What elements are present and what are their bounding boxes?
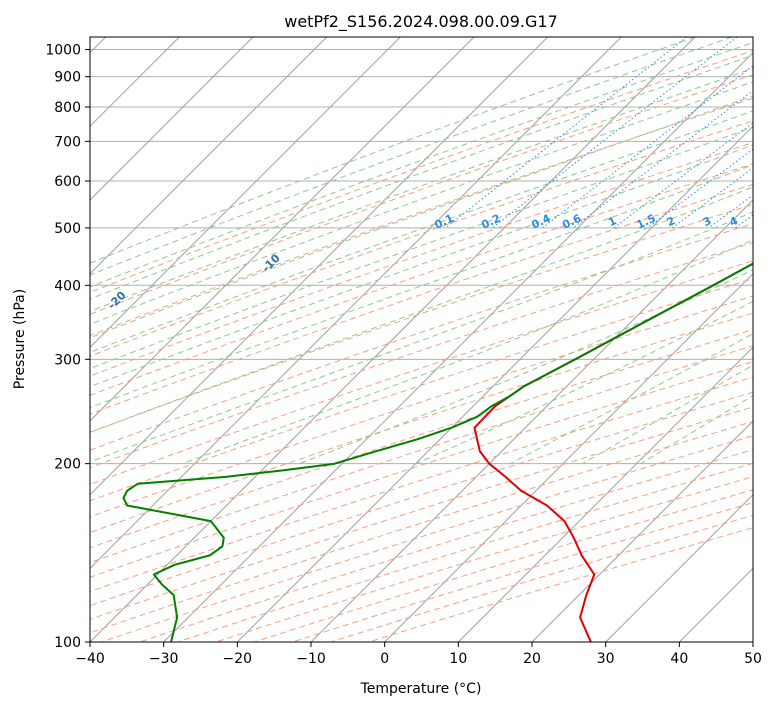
dry-adiabat-line [90, 329, 753, 549]
plot-frame [89, 36, 754, 643]
moist-adiabat-line [90, 110, 753, 353]
temperature-line [473, 262, 753, 642]
mixing-ratio-lines [445, 37, 753, 229]
moist-adiabat-line [90, 81, 753, 325]
x-tick-label: 30 [597, 651, 615, 667]
isotherm-line [90, 37, 475, 422]
isotherm-line [384, 272, 753, 642]
x-tick-label: 40 [670, 651, 688, 667]
x-tick-label: 20 [523, 651, 541, 667]
x-tick-label: −20 [223, 651, 253, 667]
moist-adiabat-line [90, 54, 753, 300]
x-tick-label: −30 [149, 651, 179, 667]
moist-adiabat-line [90, 67, 753, 312]
y-tick-label: 800 [54, 100, 81, 116]
moist-adiabat-line [90, 37, 732, 276]
dry-adiabat-line [90, 278, 753, 502]
dry-adiabat-line [90, 97, 753, 337]
dry-adiabat-line [90, 183, 753, 415]
moist-adiabat-line [90, 37, 696, 264]
x-tick-label: 50 [744, 651, 762, 667]
y-tick-label: 400 [54, 278, 81, 294]
y-tick-label: 100 [54, 635, 81, 651]
dry-adiabat-lines [90, 50, 753, 642]
dry-adiabat-line [90, 260, 753, 485]
isotherm-line [457, 346, 753, 642]
moist-adiabat-lines [90, 37, 753, 465]
isotherm-lines [90, 37, 753, 642]
y-tick-label: 200 [54, 457, 81, 473]
moist-adiabat-line [90, 211, 753, 463]
adiabat-labels: 0.10.20.40.611.52346810131620253036-100-… [105, 212, 740, 312]
y-tick-label: 500 [54, 221, 81, 237]
x-tick-label: −40 [75, 651, 105, 667]
x-tick-label: 10 [449, 651, 467, 667]
x-axis-label: Temperature (°C) [360, 681, 482, 697]
y-tick-label: 700 [54, 134, 81, 150]
plot-area: 0.10.20.40.611.52346810131620253036-100-… [90, 37, 753, 642]
moist-adiabat-line [90, 41, 753, 288]
dry-adiabat-line [90, 223, 753, 451]
dry-adiabat-line [90, 142, 753, 377]
chart-title: wetPf2_S156.2024.098.00.09.G17 [284, 12, 558, 32]
isotherm-line [90, 37, 328, 275]
dry-adiabat-line [90, 120, 753, 357]
isotherm-line [90, 37, 622, 570]
mixing-ratio-line [572, 90, 753, 229]
mixing-ratio-line [672, 167, 753, 229]
y-tick-label: 300 [54, 352, 81, 368]
y-axis-ticks: 1000 900 800 700 600 500 400 300 200 100 [45, 43, 90, 651]
mixing-ratio-line [542, 65, 753, 229]
dewpoint-line [122, 262, 753, 642]
y-tick-label: 1000 [45, 43, 81, 59]
isotherm-line [605, 493, 753, 642]
isotherm-line [163, 51, 753, 642]
x-tick-label: −10 [296, 651, 326, 667]
dry-adiabat-line [90, 163, 753, 396]
dry-adiabat-line [90, 391, 753, 607]
dry-adiabat-line [90, 50, 753, 293]
isotherm-line [531, 420, 753, 642]
dry-adiabat-line [90, 74, 753, 315]
y-tick-label: 900 [54, 70, 81, 86]
moist-adiabat-line [90, 126, 753, 370]
dry-adiabat-line [90, 312, 753, 534]
x-axis-ticks: −40 −30 −20 −10 0 10 20 30 40 50 [75, 642, 762, 667]
isotherm-line [90, 37, 549, 496]
mixing-ratio-line [492, 37, 738, 229]
pressure-gridlines [90, 49, 753, 642]
isotherm-line [90, 37, 254, 201]
data-series [122, 262, 753, 642]
moist-adiabat-line [415, 300, 753, 465]
isotherm-line [90, 37, 401, 349]
x-tick-label: 0 [380, 651, 389, 667]
y-tick-label: 600 [54, 174, 81, 190]
y-axis-label: Pressure (hPa) [12, 289, 28, 389]
isotherm-line [236, 125, 753, 642]
moist-adiabat-line [90, 164, 753, 409]
